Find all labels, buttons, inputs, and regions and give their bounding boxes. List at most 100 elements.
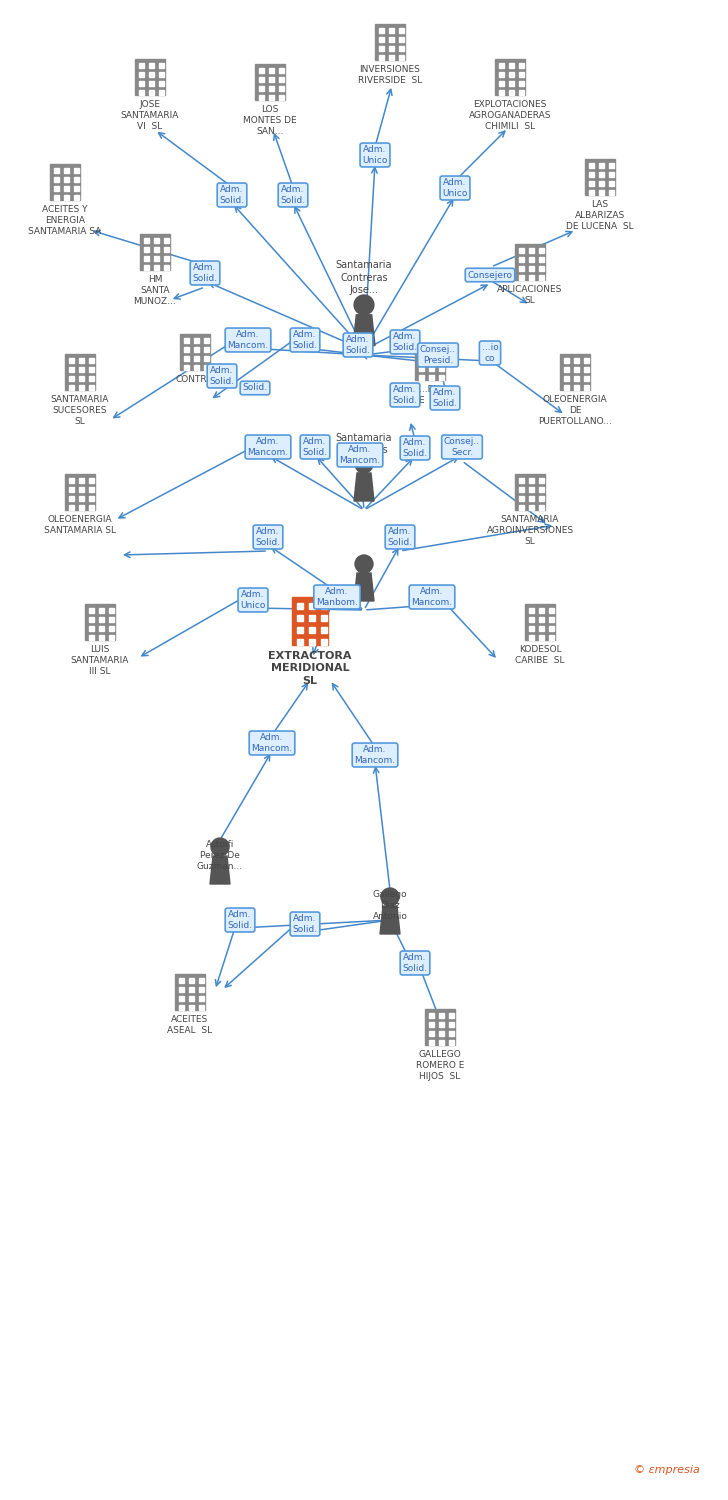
- Bar: [154, 238, 159, 243]
- Bar: [65, 474, 95, 510]
- Bar: [79, 358, 84, 363]
- Bar: [539, 258, 545, 262]
- Bar: [419, 375, 424, 380]
- Bar: [297, 639, 304, 645]
- Bar: [99, 618, 104, 622]
- Bar: [164, 256, 170, 261]
- Bar: [429, 366, 435, 370]
- Bar: [269, 69, 274, 74]
- Bar: [149, 81, 154, 86]
- Bar: [539, 618, 545, 622]
- Bar: [64, 186, 69, 190]
- Bar: [179, 978, 184, 982]
- Bar: [269, 87, 274, 92]
- Bar: [139, 72, 144, 76]
- Bar: [439, 1023, 444, 1028]
- Bar: [574, 376, 579, 381]
- Bar: [449, 1014, 454, 1019]
- Bar: [509, 63, 515, 68]
- Bar: [529, 478, 534, 483]
- Bar: [439, 1041, 444, 1046]
- Bar: [429, 1014, 435, 1019]
- Text: Adm.
Solid.: Adm. Solid.: [403, 954, 427, 972]
- Bar: [74, 177, 79, 182]
- Bar: [564, 386, 569, 390]
- Bar: [194, 348, 199, 352]
- Bar: [609, 190, 614, 195]
- Bar: [279, 78, 285, 82]
- Bar: [549, 618, 554, 622]
- Bar: [519, 90, 524, 94]
- Bar: [574, 368, 579, 372]
- Bar: [549, 636, 554, 640]
- Bar: [564, 368, 569, 372]
- Bar: [399, 28, 404, 33]
- Bar: [189, 996, 194, 1000]
- Bar: [389, 46, 395, 51]
- Bar: [589, 182, 594, 186]
- Bar: [69, 386, 74, 390]
- Bar: [259, 69, 264, 74]
- Text: EXTRACTORA
MERIDIONAL
SL: EXTRACTORA MERIDIONAL SL: [268, 651, 352, 686]
- Bar: [109, 609, 114, 613]
- Bar: [54, 177, 60, 182]
- Bar: [389, 38, 395, 42]
- Bar: [429, 1032, 435, 1036]
- Text: Adm.
Mancom.: Adm. Mancom.: [411, 588, 453, 606]
- Bar: [54, 186, 60, 190]
- Bar: [425, 1010, 455, 1046]
- Bar: [199, 1005, 205, 1010]
- Bar: [184, 348, 189, 352]
- Bar: [199, 978, 205, 982]
- Bar: [189, 987, 194, 992]
- Bar: [89, 496, 95, 501]
- Bar: [79, 386, 84, 390]
- Circle shape: [211, 839, 229, 856]
- Bar: [89, 636, 95, 640]
- Bar: [564, 376, 569, 381]
- Text: GALLEGO
ROMERO E
HIJOS  SL: GALLEGO ROMERO E HIJOS SL: [416, 1050, 464, 1082]
- Bar: [519, 249, 524, 254]
- Text: Consej..
Secr.: Consej.. Secr.: [444, 438, 480, 456]
- Text: CONTR...: CONTR...: [175, 375, 215, 384]
- Bar: [199, 987, 205, 992]
- Bar: [154, 248, 159, 252]
- Bar: [179, 1005, 184, 1010]
- Bar: [539, 488, 545, 492]
- Bar: [69, 506, 74, 510]
- Bar: [259, 78, 264, 82]
- Text: Adm.
Solid.: Adm. Solid.: [293, 915, 317, 933]
- Bar: [64, 168, 69, 172]
- Text: Adm.
Solid.: Adm. Solid.: [192, 264, 218, 282]
- Text: Solid.: Solid.: [242, 384, 268, 393]
- Bar: [585, 159, 615, 195]
- Bar: [495, 58, 525, 94]
- Bar: [519, 506, 524, 510]
- Bar: [89, 618, 95, 622]
- Bar: [179, 996, 184, 1000]
- Bar: [89, 609, 95, 613]
- Text: Consejero: Consejero: [467, 270, 513, 279]
- Bar: [439, 1014, 444, 1019]
- Bar: [204, 348, 210, 352]
- Bar: [64, 177, 69, 182]
- Bar: [164, 238, 170, 243]
- Circle shape: [355, 555, 373, 573]
- Bar: [99, 609, 104, 613]
- Bar: [589, 164, 594, 168]
- Bar: [139, 90, 144, 94]
- Bar: [69, 496, 74, 501]
- Bar: [560, 354, 590, 390]
- Text: Adm.
Solid.: Adm. Solid.: [387, 528, 413, 546]
- Text: Astolfi
Perez De
Guzman...: Astolfi Perez De Guzman...: [197, 840, 243, 872]
- Bar: [279, 69, 285, 74]
- Bar: [529, 267, 534, 272]
- Bar: [89, 358, 95, 363]
- Bar: [89, 368, 95, 372]
- Bar: [79, 496, 84, 501]
- Bar: [584, 368, 590, 372]
- Bar: [609, 182, 614, 186]
- Bar: [599, 182, 604, 186]
- Bar: [539, 636, 545, 640]
- Bar: [164, 248, 170, 252]
